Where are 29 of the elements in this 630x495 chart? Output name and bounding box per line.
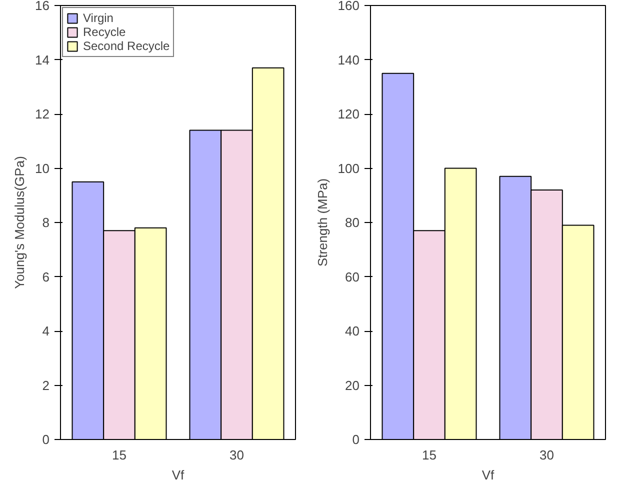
y-tick-label: 100	[338, 160, 360, 176]
y-tick-label: 10	[35, 160, 50, 176]
x-tick-label: 15	[422, 448, 436, 462]
y-tick-label: 40	[345, 324, 360, 338]
y-tick-label: 0	[42, 432, 50, 447]
x-tick-label: 30	[540, 448, 554, 462]
y-tick-label: 8	[42, 215, 50, 230]
y-tick-label: 12	[35, 106, 50, 122]
y-axis-title: Strength (MPa)	[314, 178, 330, 267]
legend-label: Second Recycle	[83, 39, 170, 53]
y-tick-label: 4	[42, 324, 50, 338]
legend-label: Recycle	[83, 25, 126, 39]
x-axis-title: Vf	[482, 468, 495, 482]
y-tick-label: 160	[338, 0, 360, 13]
y-tick-label: 6	[42, 269, 50, 284]
x-tick-label: 30	[230, 448, 244, 462]
x-tick-label: 15	[112, 448, 126, 462]
y-axis-title: Young's Modulus(GPa)	[12, 156, 28, 289]
legend-label: Virgin	[83, 11, 114, 25]
y-tick-label: 80	[345, 215, 360, 230]
x-axis-title: Vf	[172, 468, 185, 482]
y-tick-label: 60	[345, 269, 360, 284]
y-tick-label: 16	[35, 0, 50, 13]
y-tick-label: 0	[352, 432, 360, 447]
y-tick-label: 120	[338, 106, 360, 122]
y-tick-label: 2	[42, 378, 50, 393]
y-tick-label: 14	[35, 52, 50, 68]
y-tick-label: 140	[338, 52, 360, 68]
y-tick-label: 20	[345, 378, 360, 393]
